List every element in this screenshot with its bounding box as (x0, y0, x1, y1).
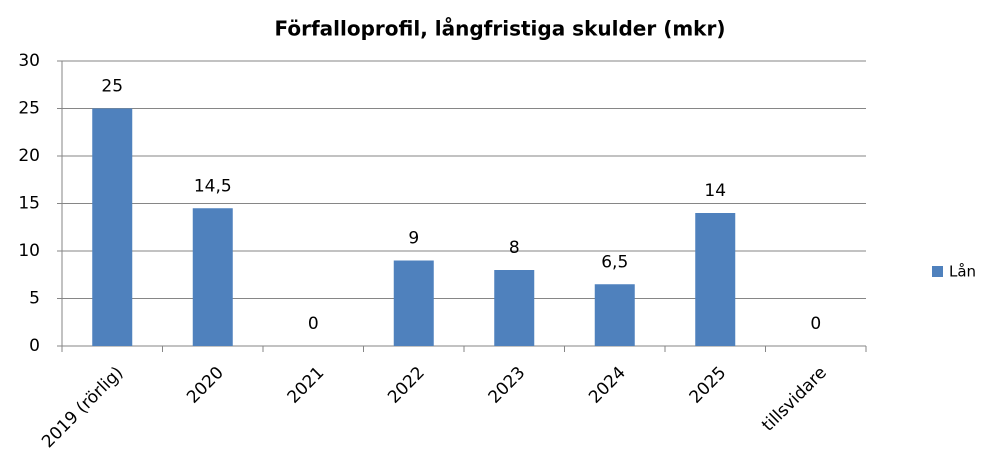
bar (494, 270, 535, 346)
value-label: 14 (704, 181, 726, 201)
value-label: 14,5 (194, 176, 232, 196)
value-label: 9 (408, 229, 419, 249)
y-tick-label: 20 (18, 146, 40, 166)
value-label: 0 (308, 314, 319, 334)
value-label: 6,5 (601, 252, 628, 272)
bar (594, 284, 635, 346)
x-tick-label: 2025 (686, 363, 731, 408)
x-tick-label: 2020 (183, 363, 228, 408)
x-tick-label: 2021 (284, 363, 329, 408)
value-label: 8 (509, 238, 520, 258)
chart-title: Förfalloprofil, långfristiga skulder (mk… (275, 17, 726, 41)
bar (393, 260, 434, 346)
x-tick-label: 2024 (585, 363, 630, 408)
value-label: 0 (810, 314, 821, 334)
y-tick-label: 0 (29, 336, 40, 356)
x-tick-label: 2022 (384, 363, 429, 408)
y-tick-label: 30 (18, 51, 40, 71)
y-tick-label: 15 (18, 194, 40, 214)
legend-label: Lån (949, 263, 976, 281)
bar (92, 108, 133, 346)
x-tick-label: tillsvidare (758, 363, 831, 436)
legend-swatch (932, 266, 943, 277)
y-tick-label: 25 (18, 99, 40, 119)
bar (192, 208, 233, 346)
x-tick-label: 2019 (rörlig) (38, 363, 127, 450)
value-label: 25 (101, 77, 123, 97)
y-tick-label: 10 (18, 241, 40, 261)
y-tick-label: 5 (29, 289, 40, 309)
bar (695, 213, 736, 346)
x-tick-label: 2023 (485, 363, 530, 408)
